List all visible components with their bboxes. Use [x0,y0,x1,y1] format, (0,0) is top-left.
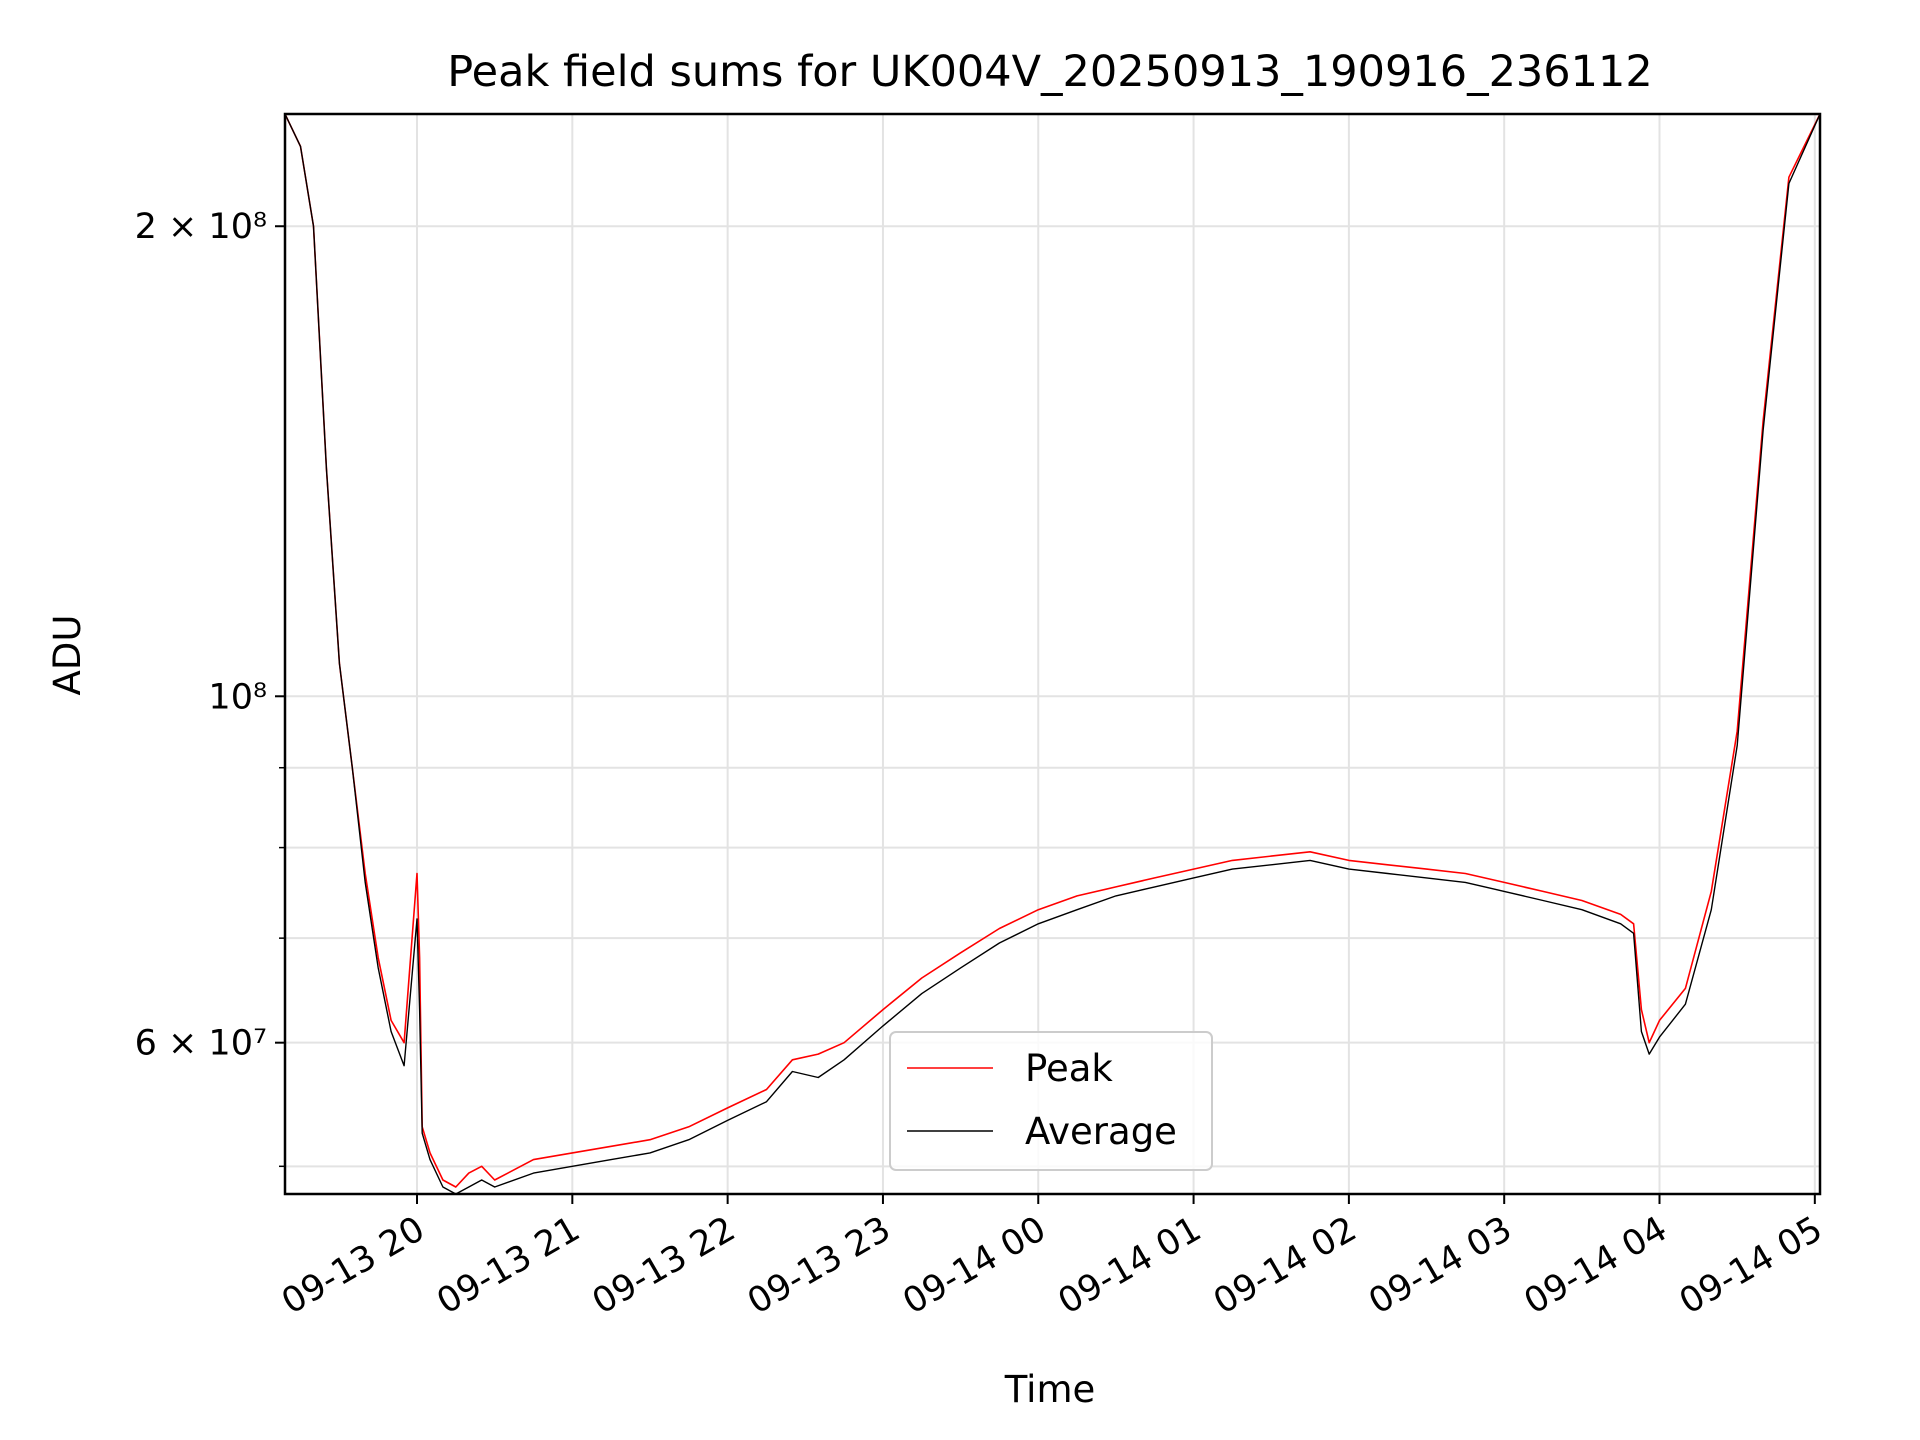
y-axis-ticks: 6 × 10⁷ 10⁸ 2 × 10⁸ [135,207,285,1168]
legend-box [889,1031,1213,1171]
chart-title: Peak field sums for UK004V_20250913_1909… [447,47,1652,97]
y-tick-label: 2 × 10⁸ [135,207,267,247]
legend-label-peak: Peak [1025,1047,1113,1090]
y-axis-label: ADU [46,615,89,696]
y-tick-label: 6 × 10⁷ [135,1024,267,1064]
series-layer [284,113,1821,1195]
legend: Peak Average [889,1031,1213,1171]
y-tick-label: 10⁸ [208,677,267,717]
x-axis-label: Time [1004,1368,1096,1411]
legend-label-average: Average [1025,1110,1177,1153]
series-peak-line [284,113,1821,1188]
plot-frame [283,112,1822,1196]
series-average-line [284,113,1821,1195]
